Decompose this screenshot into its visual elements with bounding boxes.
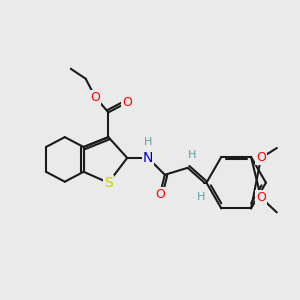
- Text: O: O: [256, 152, 266, 164]
- Text: O: O: [122, 96, 132, 109]
- Text: O: O: [155, 188, 165, 201]
- Text: O: O: [256, 191, 266, 204]
- Text: H: H: [188, 150, 196, 160]
- Text: N: N: [143, 151, 153, 165]
- Text: S: S: [104, 176, 113, 190]
- Text: H: H: [144, 137, 152, 147]
- Text: O: O: [91, 91, 100, 104]
- Text: H: H: [197, 192, 206, 202]
